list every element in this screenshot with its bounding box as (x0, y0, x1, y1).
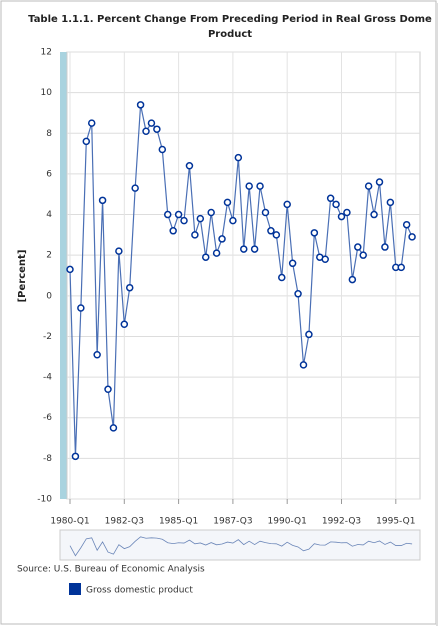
data-point (98, 196, 107, 205)
y-tick-label: -6 (43, 413, 52, 423)
x-tick-label: 1995-Q1 (376, 517, 415, 527)
data-point (66, 265, 74, 274)
data-point (364, 182, 373, 190)
data-point (326, 194, 335, 203)
axis-band (60, 52, 67, 499)
data-point (321, 255, 329, 263)
data-point (169, 227, 177, 235)
data-point (261, 208, 270, 217)
y-tick-label: 8 (46, 129, 52, 139)
data-point (402, 220, 411, 229)
series-line (69, 104, 413, 457)
x-tick-label: 1980-Q1 (50, 517, 89, 527)
x-tick-label: 1992-Q3 (322, 517, 361, 527)
data-point (348, 275, 357, 284)
data-point (288, 259, 297, 268)
chart-title: Product (208, 29, 252, 40)
data-point (180, 216, 188, 225)
legend-swatch (69, 583, 81, 595)
data-point (386, 198, 395, 207)
data-point (196, 214, 205, 223)
data-point (354, 243, 362, 251)
data-point (223, 198, 232, 207)
data-point (163, 210, 172, 219)
y-tick-label: -4 (43, 373, 52, 383)
data-point (87, 119, 96, 127)
y-tick-label: -10 (37, 495, 52, 505)
y-tick-label: 0 (46, 291, 52, 301)
y-tick-label: 10 (41, 88, 53, 98)
data-point (212, 249, 221, 257)
data-point (370, 210, 378, 219)
y-axis-label: [Percent] (17, 250, 28, 303)
data-point (120, 320, 129, 329)
data-point (234, 153, 243, 162)
x-tick-label: 1990-Q1 (268, 517, 307, 527)
y-tick-label: 2 (46, 251, 52, 261)
x-tick-label: 1985-Q1 (159, 517, 198, 527)
data-point (299, 361, 308, 369)
data-point (250, 245, 259, 253)
data-point (158, 145, 167, 154)
data-point (207, 208, 215, 217)
data-point (359, 251, 367, 259)
legend-label: Gross domestic product (86, 586, 193, 596)
data-point (147, 119, 156, 127)
data-point (104, 385, 112, 394)
data-point (174, 210, 183, 219)
navigator (59, 529, 421, 561)
y-tick-label: 12 (41, 48, 52, 58)
y-tick-label: 4 (46, 210, 52, 220)
data-point (202, 253, 210, 261)
data-point (191, 231, 199, 239)
x-tick-label: 1982-Q3 (105, 517, 144, 527)
data-point (218, 235, 226, 243)
data-point (115, 247, 123, 255)
data-point (240, 245, 248, 253)
data-point (375, 178, 384, 186)
y-tick-label: -2 (43, 332, 52, 342)
data-point (109, 424, 118, 432)
data-point (71, 452, 80, 461)
data-point (272, 231, 281, 239)
data-point (93, 350, 101, 359)
data-point (153, 125, 161, 133)
data-point (408, 233, 416, 241)
data-point (337, 212, 346, 221)
x-tick-label: 1987-Q3 (213, 517, 252, 527)
data-point (136, 101, 145, 109)
data-point (142, 127, 150, 135)
data-point (305, 330, 313, 339)
data-point (125, 283, 134, 292)
navigator-line (69, 536, 413, 557)
data-point (267, 227, 275, 235)
data-point (381, 243, 389, 251)
chart-title: Table 1.1.1. Percent Change From Precedi… (28, 14, 432, 25)
y-tick-label: 6 (46, 169, 52, 179)
data-point (310, 229, 319, 237)
data-point (256, 182, 264, 190)
source-note: Source: U.S. Bureau of Economic Analysis (17, 565, 205, 575)
data-point (131, 184, 139, 192)
data-point (245, 182, 253, 190)
data-point (77, 304, 85, 312)
data-point (294, 290, 302, 298)
data-point (283, 200, 291, 209)
data-point (82, 137, 91, 146)
data-point (229, 216, 237, 225)
data-point (185, 162, 194, 170)
data-point (332, 200, 340, 209)
data-point (278, 273, 286, 282)
data-point (343, 208, 351, 217)
data-point (397, 263, 405, 272)
y-tick-label: -8 (43, 454, 52, 464)
